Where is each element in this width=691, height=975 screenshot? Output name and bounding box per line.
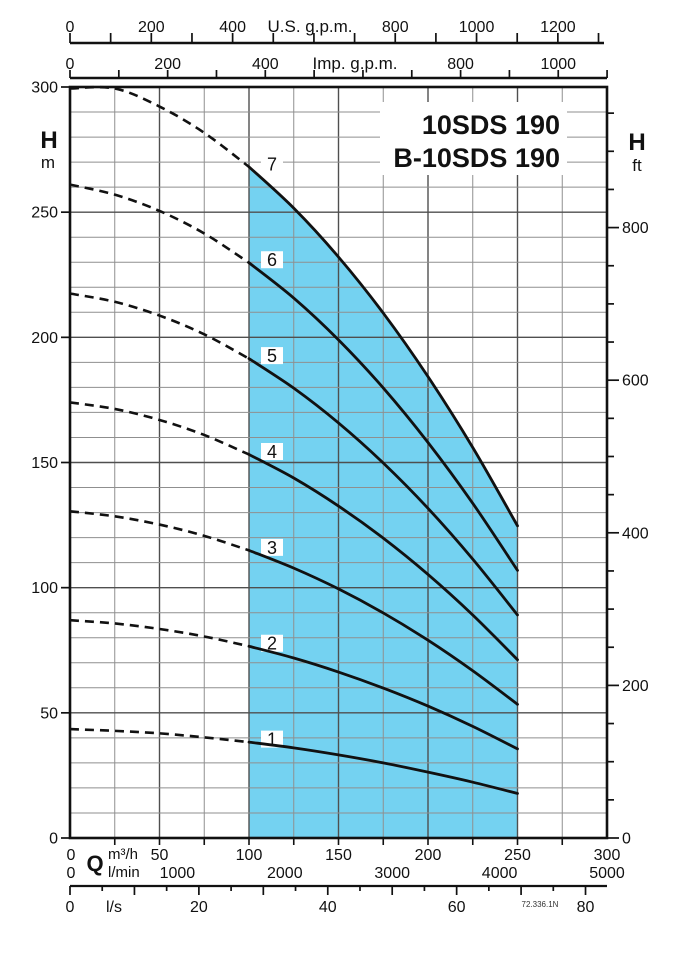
head-m-label: 200: [31, 330, 58, 347]
flow-ls-label: 20: [190, 899, 208, 916]
curve-label-3: 3: [267, 538, 277, 558]
imp-gpm-label: 1000: [540, 56, 576, 73]
imp-gpm-axis-title: Imp. g.p.m.: [312, 54, 397, 73]
curve-label-6: 6: [267, 250, 277, 270]
flow-lmin-label: 4000: [482, 865, 518, 882]
head-m-label: 150: [31, 455, 58, 472]
curve-label-box-3: [261, 538, 283, 556]
pump-curve-1-dashed: [69, 727, 250, 744]
flow-ls-label: 80: [577, 899, 595, 916]
flow-m3h-label: 200: [415, 847, 442, 864]
head-ft-label: 400: [622, 525, 649, 542]
head-m-label: 50: [40, 705, 58, 722]
imp-gpm-label: 0: [66, 56, 75, 73]
pump-curve-2-solid: [247, 644, 519, 751]
flow-m3h-label: 100: [236, 847, 263, 864]
head-ft-label: 200: [622, 678, 649, 695]
flow-lmin-label: 2000: [267, 865, 303, 882]
head-ft-label: 0: [622, 831, 631, 848]
curve-label-box-5: [261, 347, 283, 365]
flow-m3h-label: 0: [67, 847, 76, 864]
flow-m3h-label: 50: [151, 847, 169, 864]
pump-curve-6-solid: [247, 261, 519, 572]
flow-lmin-label: 1000: [160, 865, 196, 882]
pump-curve-5-dashed: [69, 292, 250, 360]
title-line-1: 10SDS 190: [422, 110, 560, 140]
flow-lmin-unit: l/min: [108, 864, 140, 881]
head-ft-symbol: H: [628, 129, 645, 156]
flow-m3h-label: 300: [594, 847, 621, 864]
flow-lmin-label: 0: [67, 865, 76, 882]
head-m-symbol: H: [40, 127, 57, 154]
us-gpm-label: 1200: [540, 19, 576, 36]
curve-label-4: 4: [267, 442, 277, 462]
flow-m3h-label: 250: [504, 847, 531, 864]
flow-ls-label: 60: [448, 899, 466, 916]
us-gpm-label: 1000: [459, 19, 495, 36]
flow-symbol: Q: [86, 851, 103, 876]
curve-label-2: 2: [267, 634, 277, 654]
head-m-unit: m: [41, 153, 55, 172]
curve-label-5: 5: [267, 346, 277, 366]
head-m-label: 250: [31, 205, 58, 222]
us-gpm-axis-title: U.S. g.p.m.: [267, 17, 352, 36]
curve-label-box-4: [261, 442, 283, 460]
curve-label-box-7: [261, 155, 283, 173]
title-background: [380, 102, 567, 175]
us-gpm-label: 800: [382, 19, 409, 36]
pump-curve-1-solid: [247, 740, 519, 795]
head-m-label: 0: [49, 831, 58, 848]
curve-label-box-2: [261, 634, 283, 652]
pump-curve-2-dashed: [69, 618, 250, 648]
pump-curve-4-dashed: [69, 401, 250, 456]
head-m-label: 100: [31, 580, 58, 597]
flow-lmin-label: 5000: [589, 865, 625, 882]
flow-lmin-label: 3000: [374, 865, 410, 882]
flow-ls-label: 0: [66, 899, 75, 916]
us-gpm-label: 200: [138, 19, 165, 36]
pump-curve-4-solid: [247, 453, 519, 662]
us-gpm-label: 0: [66, 19, 75, 36]
imp-gpm-label: 200: [154, 56, 181, 73]
head-ft-label: 600: [622, 373, 649, 390]
curve-label-7: 7: [267, 154, 277, 174]
pump-curve-3-solid: [247, 548, 519, 706]
curve-label-1: 1: [267, 730, 277, 750]
curve-label-box-6: [261, 251, 283, 269]
flow-m3h-label: 150: [325, 847, 352, 864]
flow-m3h-unit: m³/h: [108, 846, 138, 863]
pump-curve-5-solid: [247, 357, 519, 617]
pump-curve-7-solid: [247, 165, 519, 528]
head-m-label: 300: [31, 80, 58, 97]
us-gpm-label: 400: [219, 19, 246, 36]
head-ft-unit: ft: [632, 156, 642, 175]
flow-ls-unit: l/s: [106, 899, 122, 916]
head-ft-label: 800: [622, 220, 649, 237]
title-line-2: B-10SDS 190: [393, 143, 560, 173]
imp-gpm-label: 800: [447, 56, 474, 73]
imp-gpm-label: 400: [252, 56, 279, 73]
catalog-code: 72.336.1N: [522, 900, 559, 909]
flow-ls-label: 40: [319, 899, 337, 916]
pump-curve-6-dashed: [69, 183, 250, 264]
pump-curve-3-dashed: [69, 510, 250, 552]
